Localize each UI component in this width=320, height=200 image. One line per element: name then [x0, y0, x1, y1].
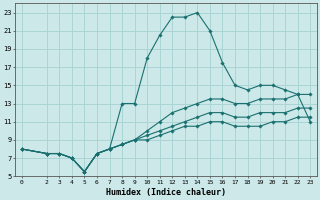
X-axis label: Humidex (Indice chaleur): Humidex (Indice chaleur)	[106, 188, 226, 197]
